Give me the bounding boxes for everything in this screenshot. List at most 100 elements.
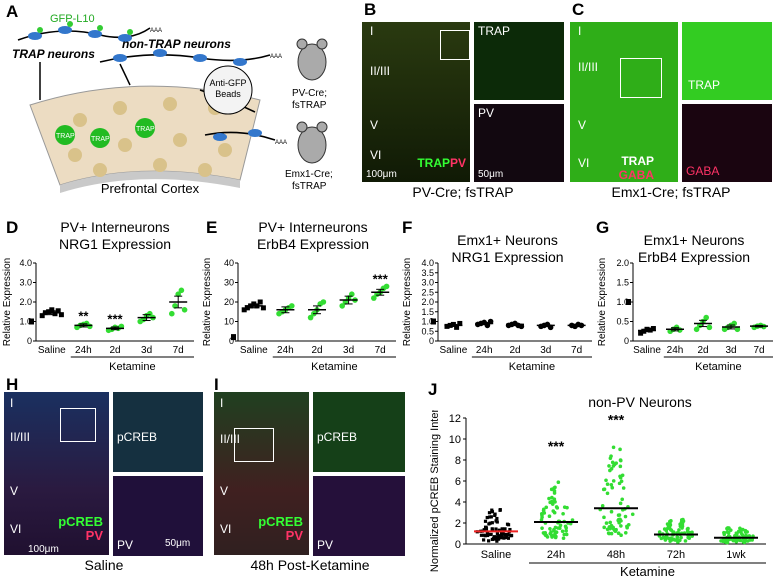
- layer-label: II/III: [220, 432, 241, 446]
- y-tick-label: 3.0: [19, 278, 32, 288]
- data-point: [454, 324, 460, 330]
- layer-label: I: [578, 24, 582, 38]
- data-point: [616, 517, 621, 522]
- micro-c-trap: TRAP: [682, 22, 772, 100]
- data-point: [172, 303, 178, 309]
- data-point: [260, 305, 266, 311]
- significance-label: ***: [608, 412, 625, 428]
- data-point: [748, 538, 752, 542]
- x-tick-label: 3d: [141, 345, 152, 356]
- data-point: [686, 535, 690, 540]
- data-point: [616, 513, 621, 518]
- x-tick-label: 24h: [547, 549, 565, 561]
- pcreb-label: pCREB: [317, 430, 358, 444]
- data-point: [489, 532, 493, 537]
- data-point: [482, 538, 486, 542]
- data-point: [619, 533, 623, 538]
- data-point: [728, 528, 733, 532]
- data-point: [561, 511, 565, 516]
- data-point: [540, 526, 544, 530]
- zoom-box: [60, 408, 96, 442]
- data-point: [547, 514, 552, 519]
- data-point: [497, 537, 501, 541]
- data-point: [626, 522, 631, 527]
- layer-label: VI: [10, 522, 22, 536]
- data-point: [650, 326, 656, 332]
- data-point: [561, 536, 566, 541]
- data-point: [497, 528, 501, 532]
- panel-letter-c: C: [572, 0, 585, 19]
- data-point: [444, 323, 450, 329]
- data-point: [548, 500, 552, 505]
- data-point: [551, 509, 556, 513]
- micro-b-overview: I II/III V VI TRAP PV 100μm: [362, 22, 470, 182]
- trap-label: TRAP: [621, 154, 654, 168]
- data-point: [736, 529, 741, 534]
- trap-label: TRAP: [417, 156, 450, 170]
- data-point: [661, 535, 666, 540]
- layer-label: I: [370, 24, 374, 38]
- data-point: [87, 323, 93, 330]
- emx-mouse-label: Emx1-Cre;: [285, 169, 333, 180]
- data-point: [742, 540, 746, 544]
- y-tick-label: 10: [449, 434, 461, 446]
- y-tick-label: 0: [429, 336, 434, 346]
- x-tick-label: 2d: [311, 345, 322, 356]
- data-point: [547, 496, 551, 501]
- y-tick-label: 0: [624, 336, 629, 346]
- data-point: [734, 326, 741, 333]
- data-point: [241, 307, 247, 313]
- data-point: [564, 528, 568, 533]
- data-point: [607, 531, 611, 536]
- scale-bar: 100μm: [366, 169, 397, 180]
- x-tick-label: 3d: [540, 345, 551, 356]
- data-point: [725, 540, 730, 545]
- panel-letter-h: H: [6, 375, 19, 394]
- data-point: [49, 307, 55, 313]
- y-axis-label: Relative Expression: [2, 258, 13, 346]
- data-point: [678, 522, 682, 526]
- data-point: [320, 299, 327, 305]
- data-point: [485, 515, 489, 520]
- data-point: [721, 538, 726, 542]
- chart-j-title: non-PV Neurons: [588, 394, 692, 410]
- y-tick-label: 12: [449, 413, 461, 425]
- data-point: [630, 512, 635, 517]
- chart-f-title: Emx1+ Neurons NRG1 Expression: [451, 232, 564, 265]
- data-point: [677, 528, 681, 532]
- data-point: [550, 495, 554, 500]
- y-tick-label: 0: [27, 336, 32, 346]
- data-point: [493, 513, 497, 517]
- data-point: [548, 527, 552, 531]
- y-tick-label: 30: [224, 278, 234, 288]
- chart-j: 0 2 4 6 8 10 12 Saline 24h *** 48h *** 72h 1wk Ketamin…: [429, 410, 766, 577]
- data-point: [662, 527, 667, 531]
- y-tick-label: 1.5: [421, 307, 434, 317]
- data-point: [544, 533, 549, 538]
- data-point: [549, 487, 554, 492]
- panel-letter-d: D: [6, 218, 19, 237]
- data-point: [544, 505, 549, 510]
- x-axis-label: Ketamine: [620, 564, 675, 577]
- data-point: [609, 531, 614, 536]
- chart-d: 0 1.0 2.0 3.0 4.0 Saline 24h ** 2d *** 3d 7d Ketamin…: [2, 258, 194, 373]
- data-point: [457, 320, 463, 326]
- y-tick-label: 2.0: [421, 297, 434, 307]
- aaa-label: AAA: [270, 54, 282, 60]
- trap-label: TRAP: [688, 78, 721, 92]
- data-point: [484, 526, 488, 530]
- data-point: [609, 483, 614, 487]
- trap-tag: TRAP: [56, 133, 75, 140]
- scale-bar: 50μm: [165, 538, 191, 549]
- data-point: [495, 539, 499, 543]
- trap-label: TRAP: [478, 24, 511, 38]
- data-point: [734, 533, 739, 537]
- data-point: [610, 460, 615, 465]
- data-point: [55, 308, 61, 314]
- data-point: [620, 497, 625, 502]
- chart-e-title: PV+ Interneurons ErbB4 Expression: [256, 219, 370, 252]
- data-point: [676, 540, 680, 544]
- data-point: [687, 530, 692, 535]
- data-point: [483, 519, 488, 523]
- data-point: [482, 528, 486, 532]
